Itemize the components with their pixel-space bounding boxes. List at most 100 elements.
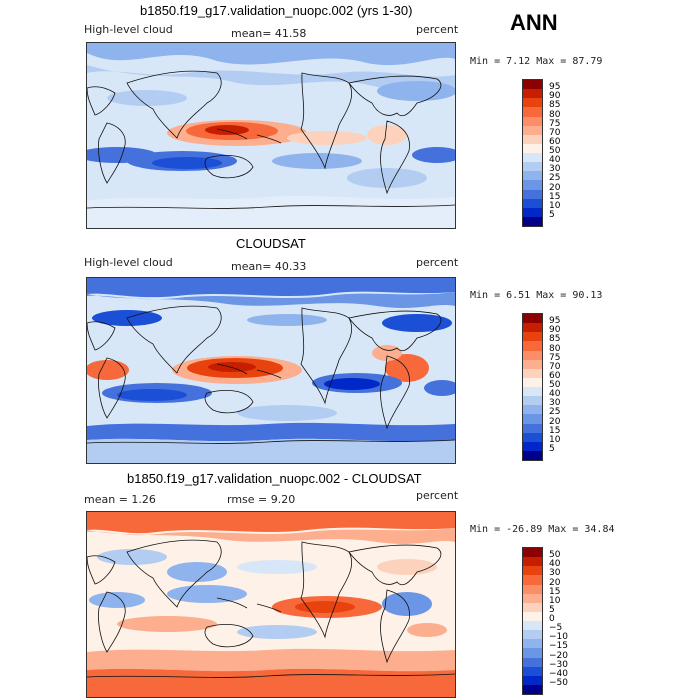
colorbar-swatch (523, 575, 542, 585)
colorbar-level-label: −50 (549, 677, 568, 688)
colorbar-level-label: 30 (549, 568, 561, 579)
colorbar-swatch (523, 557, 542, 567)
panel-1-mean-label: mean= 41.58 (231, 27, 307, 40)
colorbar-level-label: 20 (549, 416, 561, 427)
panel-1-map (86, 42, 456, 229)
panel-3-map-field (87, 512, 455, 697)
colorbar-level-label: −40 (549, 668, 568, 679)
panel-2-mean-label: mean= 40.33 (231, 260, 307, 273)
panel-1-colorbar-swatches (522, 79, 543, 227)
colorbar-level-label: 0 (549, 614, 555, 624)
colorbar-level-label: 70 (549, 361, 561, 372)
colorbar-swatch (523, 350, 542, 360)
colorbar-level-label: 40 (549, 559, 561, 570)
colorbar-level-label: 15 (549, 586, 561, 597)
colorbar-level-label: 15 (549, 425, 561, 436)
colorbar-level-label: 10 (549, 434, 561, 445)
colorbar-level-label: −30 (549, 659, 568, 670)
colorbar-swatch (523, 548, 542, 558)
panel-3-minmax: Min = -26.89 Max = 34.84 (470, 524, 615, 535)
panel-3-mean-label: mean = 1.26 (84, 493, 156, 506)
colorbar-swatch (523, 621, 542, 631)
panel-2-minmax: Min = 6.51 Max = 90.13 (470, 290, 603, 301)
colorbar-swatch (523, 432, 542, 442)
colorbar-level-label: 95 (549, 316, 561, 327)
panel-1-minmax: Min = 7.12 Max = 87.79 (470, 56, 603, 67)
colorbar-swatch (523, 675, 542, 685)
panel-2-units-label: percent (416, 256, 459, 269)
panel-3-rmse-label: rmse = 9.20 (227, 493, 296, 506)
colorbar-level-label: 95 (549, 82, 561, 93)
panel-3-units-label: percent (416, 489, 459, 502)
colorbar-level-label: −5 (549, 623, 563, 634)
colorbar-swatch (523, 134, 542, 144)
colorbar-swatch (523, 323, 542, 333)
colorbar-level-label: 85 (549, 100, 561, 111)
colorbar-swatch (523, 630, 542, 640)
colorbar-swatch (523, 341, 542, 351)
colorbar-swatch (523, 593, 542, 603)
colorbar-swatch (523, 377, 542, 387)
colorbar-swatch (523, 80, 542, 90)
colorbar-level-label: 30 (549, 398, 561, 409)
colorbar-swatch (523, 107, 542, 117)
colorbar-swatch (523, 180, 542, 190)
colorbar-swatch (523, 332, 542, 342)
colorbar-level-label: 80 (549, 109, 561, 120)
colorbar-swatch (523, 189, 542, 199)
panel-1-variable-label: High-level cloud (84, 23, 173, 36)
colorbar-level-label: 85 (549, 334, 561, 345)
colorbar-swatch (523, 98, 542, 108)
colorbar-level-label: 40 (549, 155, 561, 166)
colorbar-level-label: 5 (549, 604, 555, 615)
colorbar-swatch (523, 162, 542, 172)
panel-3-colorbar-swatches (522, 547, 543, 695)
panel-3-map (86, 511, 456, 698)
colorbar-swatch (523, 171, 542, 181)
season-label: ANN (510, 10, 558, 35)
panel-2-variable-label: High-level cloud (84, 256, 173, 269)
colorbar-swatch (523, 116, 542, 126)
colorbar-level-label: 90 (549, 325, 561, 336)
colorbar-level-label: 10 (549, 595, 561, 606)
colorbar-swatch (523, 639, 542, 649)
colorbar-level-label: 5 (549, 443, 555, 454)
colorbar-level-label: 75 (549, 352, 561, 363)
colorbar-swatch (523, 441, 542, 451)
colorbar-swatch (523, 396, 542, 406)
panel-2-title: CLOUDSAT (236, 236, 306, 251)
colorbar-swatch (523, 584, 542, 594)
colorbar-level-label: 50 (549, 146, 561, 156)
colorbar-swatch (523, 450, 542, 460)
panel-1-map-field (87, 43, 455, 228)
colorbar-swatch (523, 314, 542, 324)
panel-1-units-label: percent (416, 23, 459, 36)
colorbar-swatch (523, 611, 542, 621)
panel-3-title: b1850.f19_g17.validation_nuopc.002 - CLO… (127, 471, 422, 486)
colorbar-level-label: 40 (549, 389, 561, 400)
colorbar-swatch (523, 423, 542, 433)
colorbar-swatch (523, 153, 542, 163)
colorbar-level-label: 60 (549, 136, 561, 147)
colorbar-swatch (523, 666, 542, 676)
colorbar-swatch (523, 387, 542, 397)
colorbar-swatch (523, 566, 542, 576)
colorbar-swatch (523, 125, 542, 135)
colorbar-swatch (523, 602, 542, 612)
colorbar-level-label: 90 (549, 91, 561, 102)
panel-2-map (86, 277, 456, 464)
colorbar-level-label: 25 (549, 407, 561, 418)
colorbar-level-label: 30 (549, 164, 561, 175)
panel-2-map-field (87, 278, 455, 463)
colorbar-level-label: 15 (549, 191, 561, 202)
colorbar-level-label: 60 (549, 370, 561, 381)
colorbar-level-label: 70 (549, 127, 561, 138)
colorbar-swatch (523, 143, 542, 153)
colorbar-level-label: 50 (549, 380, 561, 390)
colorbar-level-label: 50 (549, 550, 561, 561)
colorbar-swatch (523, 684, 542, 694)
colorbar-level-label: −10 (549, 632, 568, 643)
colorbar-swatch (523, 414, 542, 424)
colorbar-swatch (523, 216, 542, 226)
colorbar-level-label: 25 (549, 173, 561, 184)
